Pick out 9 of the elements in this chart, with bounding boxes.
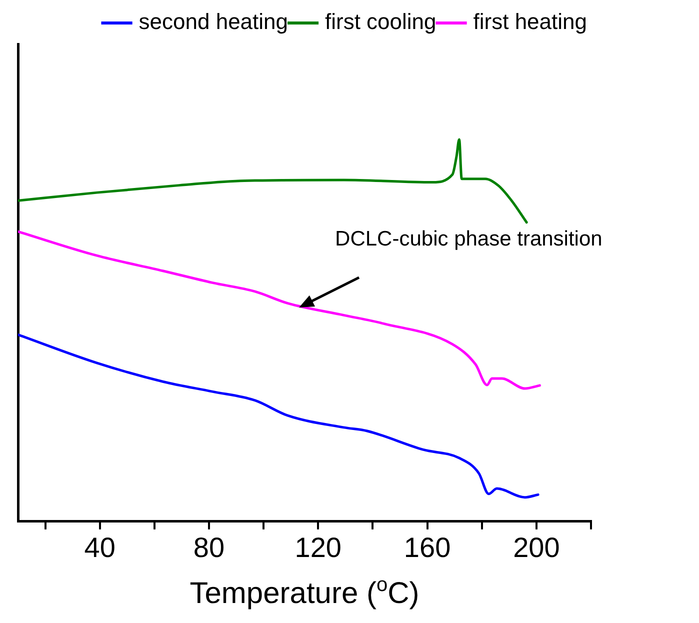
- x-tick-label: 40: [84, 532, 116, 563]
- x-tick-label: 80: [193, 532, 225, 563]
- x-tick-label: 120: [294, 532, 342, 563]
- x-tick-label: 160: [404, 532, 451, 563]
- annotation: DCLC-cubic phase transition: [335, 228, 602, 251]
- legend-label: second heating: [138, 9, 288, 34]
- legend-label: first heating: [473, 9, 588, 34]
- legend-label: first cooling: [325, 9, 436, 34]
- x-tick-label: 200: [513, 532, 560, 563]
